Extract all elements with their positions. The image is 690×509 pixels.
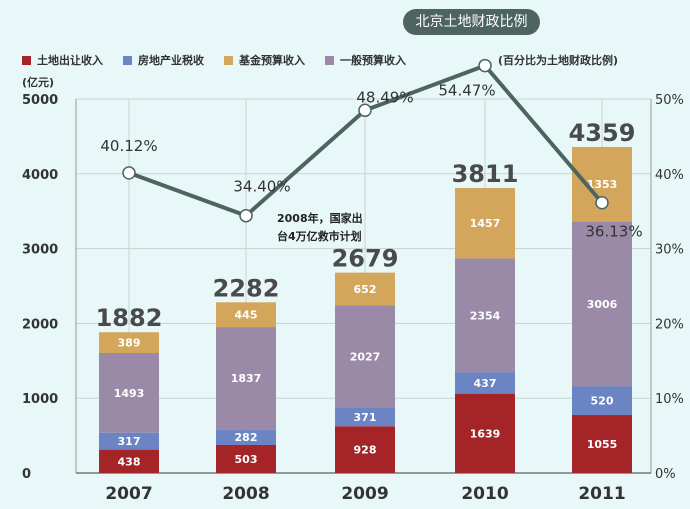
bar-value-label: 317 [118,435,141,448]
bar-value-label: 2027 [350,351,381,364]
bar-segment [572,221,632,387]
ratio-label: 48.49% [356,88,413,106]
bar-segment [99,332,159,353]
bar-value-label: 1055 [587,438,618,451]
y-tick-label: 3000 [22,243,58,258]
legend-label: 房地产业税收 [138,54,204,67]
percent-note: (百分比为土地财政比例) [498,54,619,67]
legend: 土地出让收入 房地产业税收 基金预算收入 一般预算收入 [22,52,426,68]
bar-value-label: 928 [354,444,377,457]
ratio-label: 40.12% [100,137,157,155]
ratio-label: 34.40% [233,178,290,196]
ratio-label: 54.47% [438,82,495,100]
x-tick-label: 2007 [105,484,152,504]
annotation-2008: 2008年，国家出 台4万亿救市计划 [277,210,387,246]
ratio-point [239,208,253,223]
bar-value-label: 652 [354,283,377,296]
x-tick-label: 2011 [578,484,625,504]
x-tick-label: 2009 [341,484,388,504]
bar-value-label: 371 [354,411,377,424]
bar-value-label: 1837 [231,372,262,385]
bar-value-label: 1493 [114,387,145,400]
ratio-point [122,166,136,180]
bar-value-label: 437 [474,377,497,390]
ratio-point [478,58,492,73]
y2-tick-label: 40% [655,168,684,183]
ratio-point [595,195,609,210]
y-tick-label: 5000 [22,93,58,108]
y2-tick-label: 10% [655,392,684,407]
bar-segment [572,415,632,473]
legend-label: 土地出让收入 [37,54,103,67]
bar-segment [99,449,159,473]
bar-value-label: 1353 [587,178,618,191]
annotation-line-2: 台4万亿救市计划 [277,230,362,243]
bar-segment [216,302,276,328]
bar-segment [335,305,395,408]
legend-item: 房地产业税收 [123,52,204,68]
bar-segment [216,445,276,473]
y2-tick-label: 0% [655,467,676,482]
bar-segment [455,258,515,373]
bar-total-label: 4359 [569,119,636,147]
bar-total-label: 1882 [96,304,163,332]
y2-tick-label: 20% [655,317,684,332]
bar-segment [455,393,515,473]
y-tick-label: 0 [22,467,31,482]
y2-tick-label: 30% [655,243,684,258]
y-axis-unit: (亿元) [22,76,55,89]
legend-label: 基金预算收入 [239,54,305,67]
legend-swatch [123,55,132,65]
bar-total-label: 3811 [452,160,519,188]
bar-value-label: 438 [118,455,141,468]
bar-value-label: 1457 [470,217,501,230]
legend-item: 土地出让收入 [22,52,103,68]
bar-total-label: 2282 [213,274,280,302]
bar-value-label: 520 [591,395,614,408]
bar-segment [335,407,395,427]
bar-total-label: 2679 [332,245,399,273]
bar-value-label: 389 [118,337,141,350]
chart-title: 北京土地财政比例 [403,9,540,35]
legend-swatch [22,55,31,65]
bar-value-label: 3006 [587,298,618,311]
legend-swatch [224,55,233,65]
bar-segment [572,386,632,416]
annotation-line-1: 2008年，国家出 [277,212,363,225]
bar-value-label: 503 [235,453,258,466]
bar-segment [455,187,515,259]
ratio-label: 36.13% [585,223,642,241]
bar-segment [99,352,159,433]
legend-item: 一般预算收入 [325,52,406,68]
x-tick-label: 2010 [461,484,508,504]
bar-segment [99,432,159,450]
x-tick-label: 2008 [222,484,269,504]
bar-segment [335,272,395,306]
legend-swatch [325,55,334,65]
bar-value-label: 282 [235,431,258,444]
bar-value-label: 2354 [470,309,501,322]
bar-segment [335,426,395,473]
ratio-point [358,103,372,118]
legend-label: 一般预算收入 [340,54,406,67]
bar-value-label: 445 [235,309,258,322]
y-tick-label: 4000 [22,168,58,183]
y-tick-label: 1000 [22,392,58,407]
bar-value-label: 1639 [470,427,501,440]
bar-segment [455,372,515,394]
bar-segment [216,429,276,446]
y2-tick-label: 50% [655,93,684,108]
y-tick-label: 2000 [22,317,58,332]
bar-segment [216,327,276,430]
legend-item: 基金预算收入 [224,52,305,68]
